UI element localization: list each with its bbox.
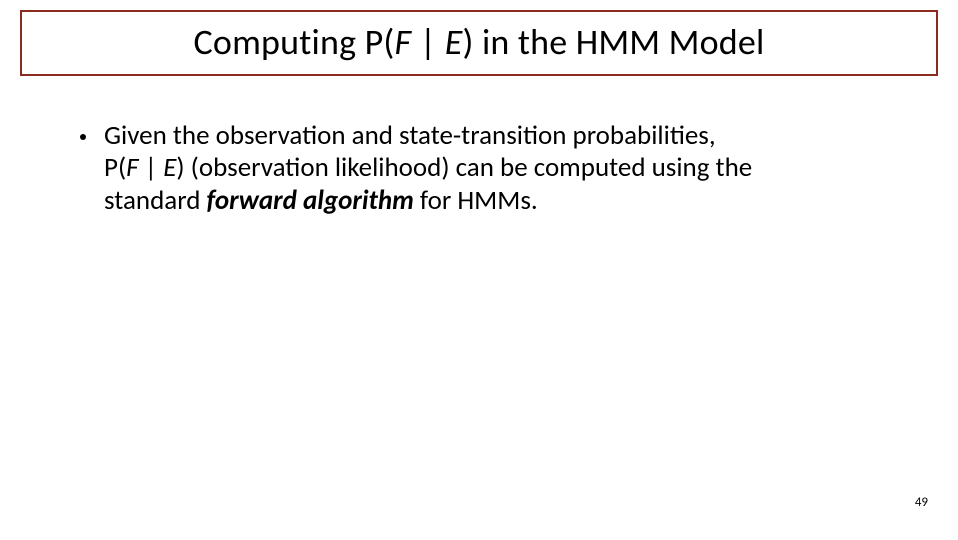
bullet-line2-F: F — [126, 151, 138, 184]
bullet-line3-a: standard — [104, 184, 207, 217]
bullet-line1: Given the observation and state-transiti… — [104, 119, 716, 152]
title-seg-2: | — [411, 20, 444, 64]
title-E: E — [445, 20, 463, 64]
bullet-item: Given the observation and state-transiti… — [80, 120, 898, 217]
bullet-text: Given the observation and state-transiti… — [104, 120, 752, 217]
bullet-line2-E: E — [163, 151, 176, 184]
bullet-dot-icon — [80, 134, 86, 140]
body-area: Given the observation and state-transiti… — [80, 120, 898, 217]
bullet-line2-a: P( — [104, 151, 126, 184]
slide-title: Computing P(F | E) in the HMM Model — [22, 20, 936, 64]
bullet-line3-b: forward algorithm — [207, 184, 414, 217]
title-bar: Computing P(F | E) in the HMM Model — [20, 10, 938, 76]
page-number: 49 — [915, 495, 928, 510]
bullet-line2-c: ) (observation likelihood) can be comput… — [176, 151, 752, 184]
bullet-line2-b: | — [139, 151, 164, 184]
bullet-line3-c: for HMMs. — [414, 184, 538, 217]
title-seg-1: Computing P( — [194, 20, 395, 64]
title-seg-3: ) in the HMM Model — [463, 20, 765, 64]
title-F: F — [395, 20, 412, 64]
